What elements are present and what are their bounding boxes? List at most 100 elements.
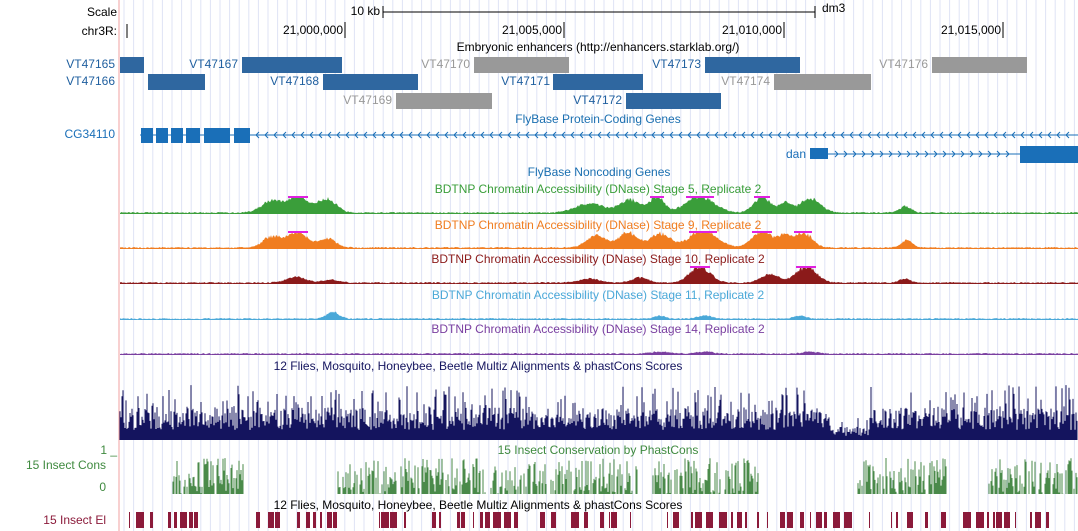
enhancer-label: VT47172 bbox=[573, 93, 622, 107]
exon bbox=[186, 128, 200, 143]
signal-clip bbox=[288, 196, 308, 198]
enhancer-label: VT47176 bbox=[879, 57, 928, 71]
conserved-element bbox=[432, 512, 436, 528]
track-title: BDTNP Chromatin Accessibility (DNase) St… bbox=[435, 182, 762, 196]
gene-label: dan bbox=[786, 147, 806, 161]
conserved-element bbox=[514, 512, 518, 528]
signal-clip bbox=[650, 196, 664, 198]
ruler-position: 21,010,000 bbox=[722, 23, 782, 37]
conserved-element bbox=[571, 512, 579, 528]
conserved-element bbox=[869, 512, 870, 528]
exon bbox=[1020, 146, 1078, 163]
enhancer-label: VT47165 bbox=[66, 57, 115, 71]
track-title: 12 Flies, Mosquito, Honeybee, Beetle Mul… bbox=[274, 498, 683, 512]
conserved-element bbox=[1046, 512, 1049, 528]
conserved-element bbox=[297, 512, 300, 528]
track-title: FlyBase Noncoding Genes bbox=[528, 165, 671, 179]
track-title: 12 Flies, Mosquito, Honeybee, Beetle Mul… bbox=[274, 359, 683, 373]
enhancer bbox=[396, 93, 492, 109]
track-title: BDTNP Chromatin Accessibility (DNase) St… bbox=[435, 218, 762, 232]
conserved-element bbox=[695, 512, 702, 528]
conserved-element bbox=[719, 512, 727, 528]
enhancer bbox=[474, 57, 569, 73]
exon bbox=[171, 128, 183, 143]
conserved-element bbox=[457, 512, 460, 528]
conserved-element bbox=[787, 512, 793, 528]
assembly: dm3 bbox=[822, 1, 846, 15]
signal bbox=[120, 231, 1078, 249]
conserved-element bbox=[390, 512, 397, 528]
conservation bbox=[172, 458, 1078, 494]
conserved-element bbox=[737, 512, 742, 528]
conserved-element bbox=[174, 512, 177, 528]
enhancer bbox=[774, 74, 871, 90]
enhancer bbox=[553, 74, 643, 90]
conserved-element bbox=[180, 512, 187, 528]
conserved-element bbox=[996, 512, 1002, 528]
exon bbox=[204, 128, 230, 143]
conserved-element bbox=[1015, 512, 1016, 528]
conserved-element bbox=[667, 512, 668, 528]
signal bbox=[120, 350, 1078, 355]
signal-clip bbox=[796, 266, 816, 268]
conserved-element bbox=[136, 512, 144, 528]
conserved-element bbox=[584, 512, 588, 528]
signal-clip bbox=[794, 231, 812, 233]
conserved-element bbox=[551, 512, 556, 528]
conserved-element bbox=[1035, 512, 1041, 528]
conserved-element bbox=[150, 512, 153, 528]
scale-bar-label: 10 kb bbox=[351, 4, 381, 18]
enhancer-label: VT47174 bbox=[721, 74, 770, 88]
conserved-element bbox=[320, 512, 322, 528]
signal-clip bbox=[690, 266, 710, 268]
conserved-element bbox=[461, 512, 465, 528]
conserved-element bbox=[706, 512, 713, 528]
conserved-element bbox=[485, 512, 490, 528]
conserved-element bbox=[987, 512, 989, 528]
ruler-position: 21,005,000 bbox=[502, 23, 562, 37]
conserved-element bbox=[757, 512, 759, 528]
signal-clip bbox=[752, 231, 772, 233]
conserved-element bbox=[540, 512, 545, 528]
track-title: BDTNP Chromatin Accessibility (DNase) St… bbox=[431, 252, 765, 266]
conserved-element bbox=[800, 512, 804, 528]
enhancer-label: VT47169 bbox=[343, 93, 392, 107]
exon bbox=[810, 148, 828, 159]
signal bbox=[120, 266, 1078, 284]
conserved-element bbox=[609, 512, 610, 528]
conserved-element bbox=[767, 512, 768, 528]
conserved-element bbox=[810, 512, 811, 528]
conserved-element bbox=[611, 512, 617, 528]
track-title: BDTNP Chromatin Accessibility (DNase) St… bbox=[431, 322, 765, 336]
conserved-element bbox=[941, 512, 946, 528]
conserved-element bbox=[1030, 512, 1032, 528]
conserved-element bbox=[168, 512, 171, 528]
track-label: 15 Insect Cons bbox=[26, 458, 106, 472]
conserved-element bbox=[381, 512, 389, 528]
enhancer-label: VT47171 bbox=[501, 74, 550, 88]
track-title: 15 Insect Conservation by PhastCons bbox=[498, 443, 699, 457]
track-title: FlyBase Protein-Coding Genes bbox=[515, 112, 680, 126]
enhancer bbox=[242, 57, 342, 73]
enhancer-label: VT47168 bbox=[270, 74, 319, 88]
track-title: Embryonic enhancers (http://enhancers.st… bbox=[457, 40, 740, 54]
enhancer bbox=[323, 74, 418, 90]
chrom-label: chr3R: bbox=[82, 24, 117, 38]
conserved-element bbox=[691, 512, 693, 528]
enhancer bbox=[120, 57, 144, 73]
strand-arrows bbox=[255, 131, 1070, 139]
conserved-element bbox=[189, 512, 193, 528]
exon bbox=[234, 128, 250, 143]
signal bbox=[120, 311, 1078, 320]
conserved-element bbox=[493, 512, 501, 528]
conserved-element bbox=[256, 512, 260, 528]
conserved-element bbox=[780, 512, 785, 528]
conserved-element bbox=[630, 512, 631, 528]
axis-label: 0 bbox=[99, 480, 106, 494]
conserved-element bbox=[504, 512, 511, 528]
enhancer bbox=[705, 57, 800, 73]
conserved-element bbox=[379, 512, 380, 528]
conserved-element bbox=[963, 512, 971, 528]
track-title: BDTNP Chromatin Accessibility (DNase) St… bbox=[432, 288, 765, 302]
